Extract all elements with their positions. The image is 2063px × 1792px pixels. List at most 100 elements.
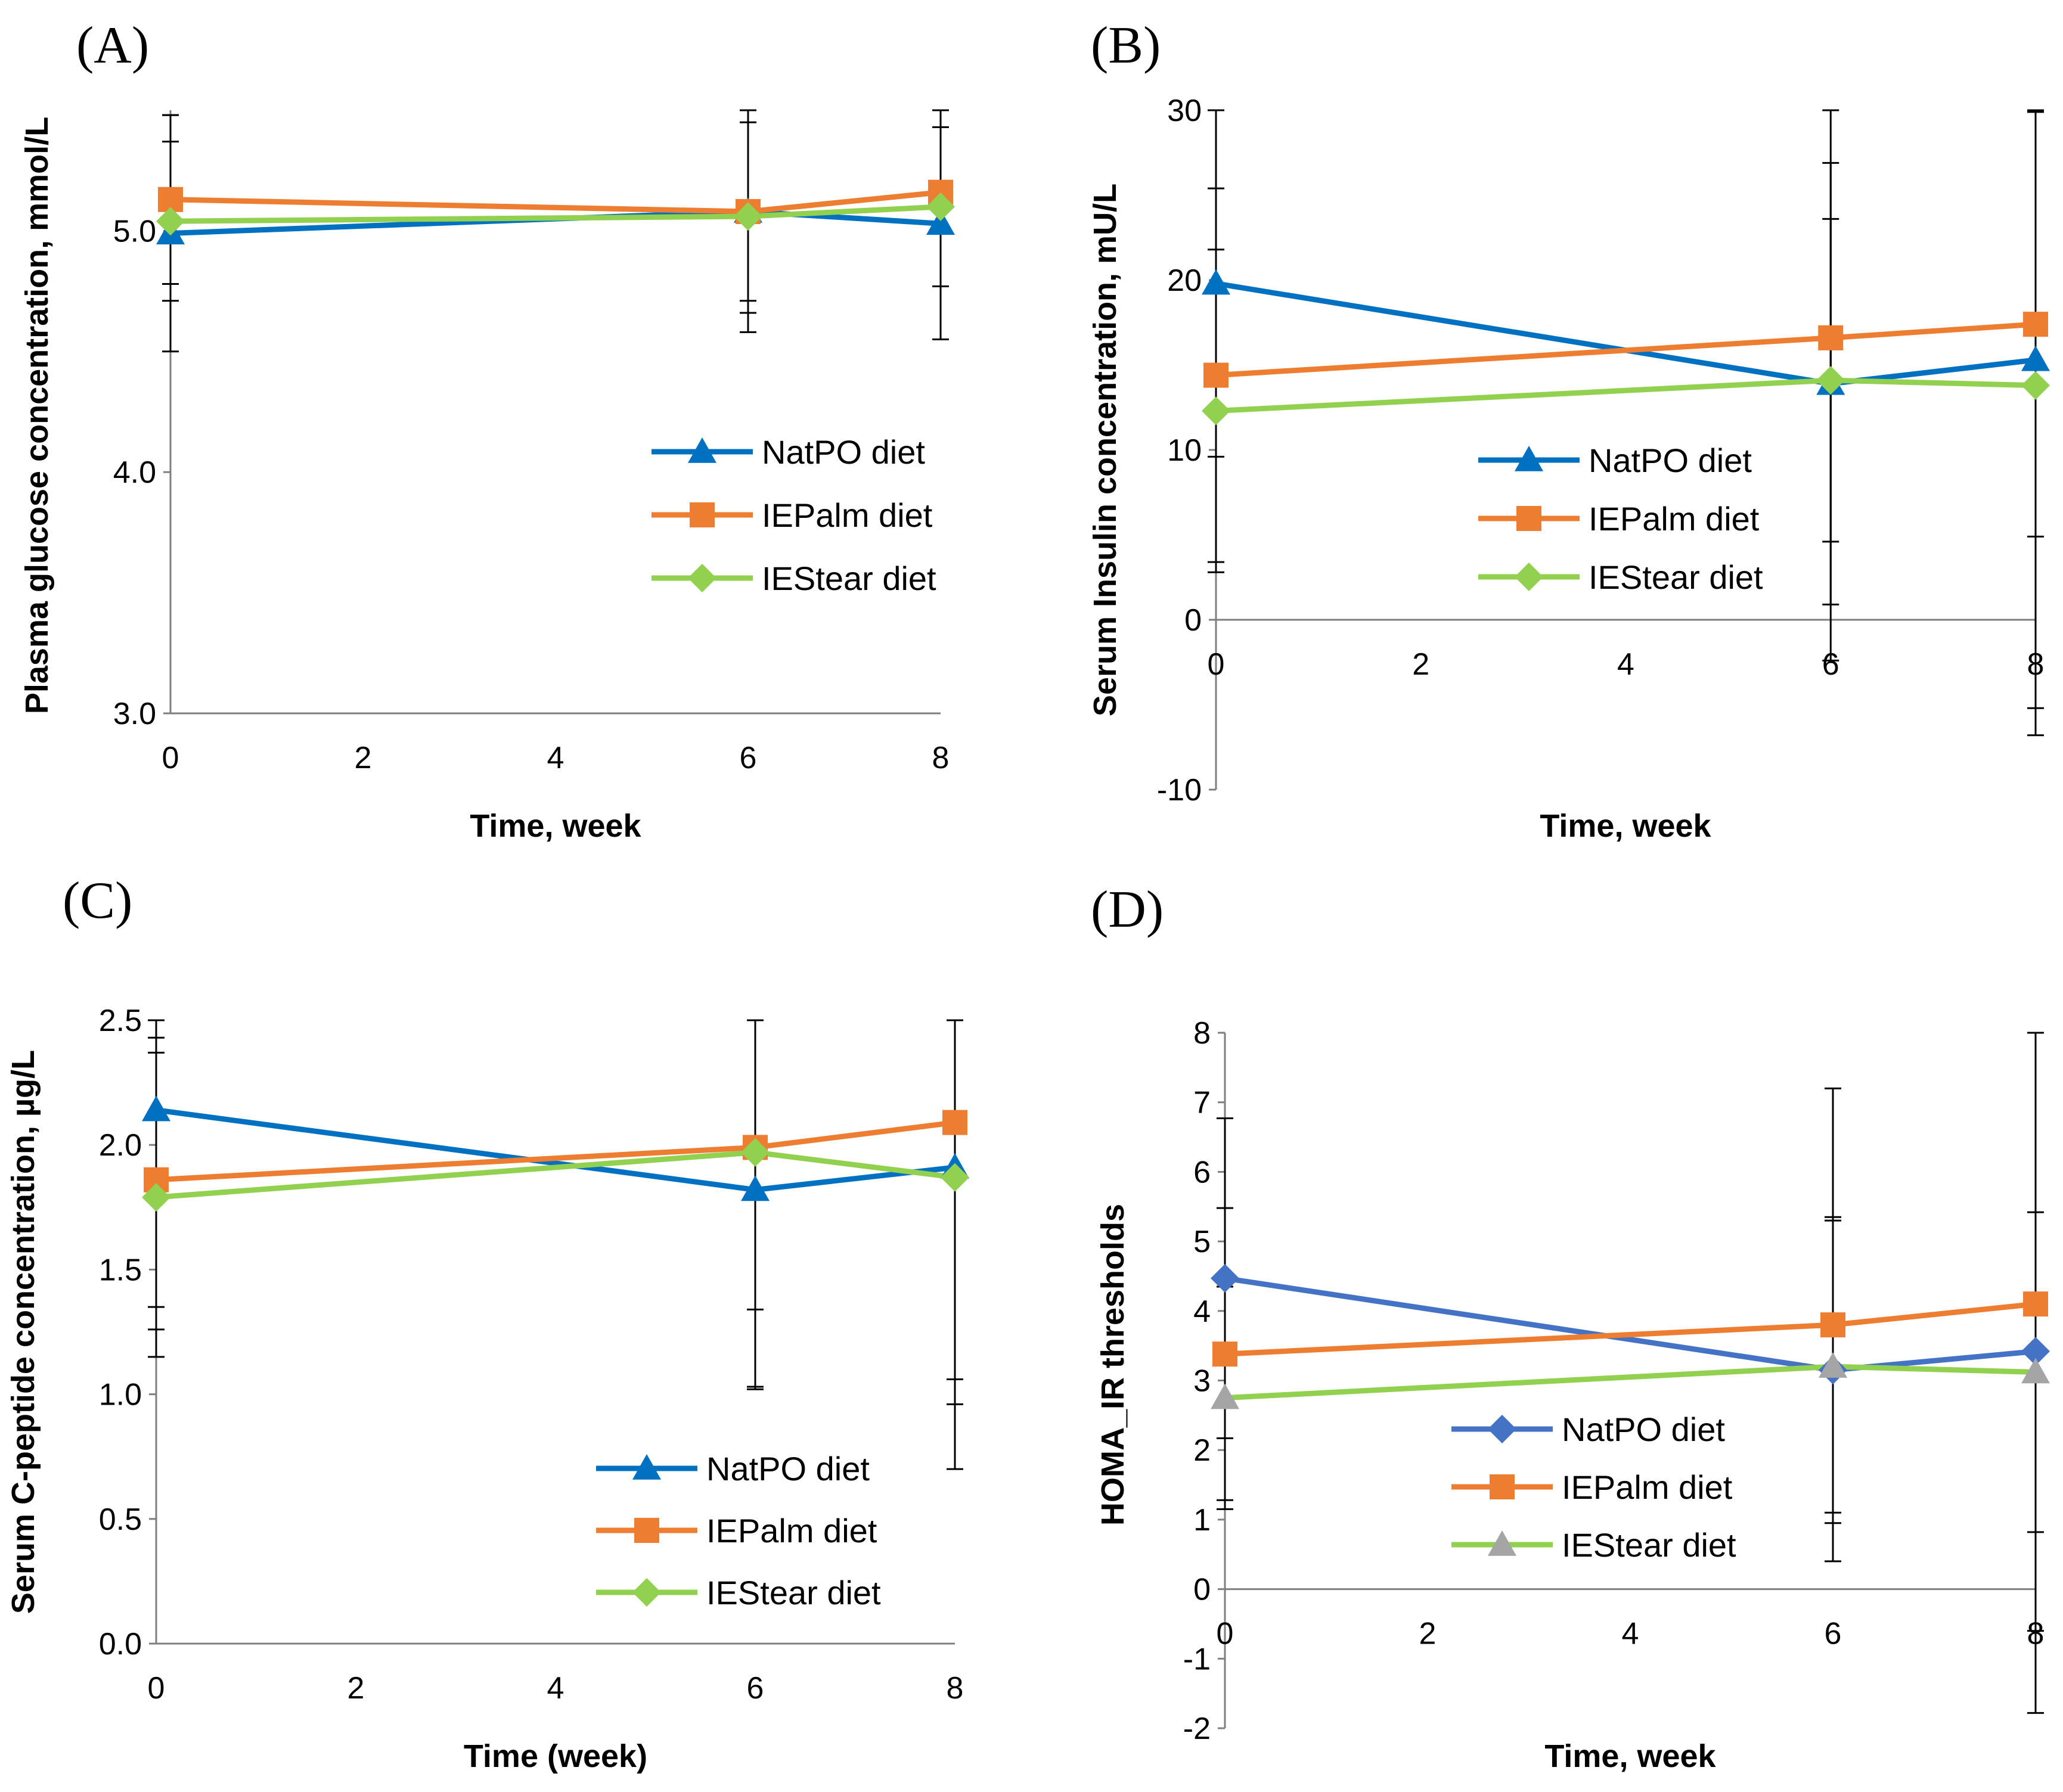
x-tick-label: 0 — [1208, 647, 1225, 682]
chart-panel: (A) 3.0 4.0 5.0 0 2 4 6 8 Time, week Plasma glucos… — [19, 17, 955, 844]
series-line — [1224, 1364, 2036, 1401]
y-tick-label: 20 — [1167, 263, 1202, 298]
x-tick-label: 2 — [1412, 647, 1429, 682]
data-point — [741, 1175, 770, 1201]
y-tick-label: 4 — [1193, 1294, 1211, 1329]
panel-label: (D) — [1091, 881, 1164, 939]
data-point — [142, 1183, 170, 1212]
legend-label: IEStear diet — [1589, 558, 1763, 596]
x-axis-title: Time (week) — [464, 1738, 647, 1774]
x-axis-title: Time, week — [1544, 1738, 1716, 1774]
data-point — [142, 1095, 170, 1122]
legend-label: IEStear diet — [1562, 1526, 1736, 1564]
y-tick-label: 3.0 — [113, 697, 156, 731]
x-tick-label: 6 — [747, 1671, 764, 1706]
data-point — [926, 209, 955, 235]
y-axis-title: Serum C-peptide concentration, µg/L — [5, 1050, 41, 1614]
data-point — [1211, 1263, 1239, 1293]
data-point — [156, 207, 185, 236]
series-line — [1215, 321, 2036, 378]
y-tick-label: 10 — [1167, 433, 1202, 468]
data-point — [1212, 1341, 1237, 1367]
data-point — [1819, 1352, 1847, 1378]
data-point — [2021, 1337, 2050, 1366]
panel-label: (C) — [63, 872, 132, 930]
y-tick-label: 3 — [1193, 1364, 1211, 1399]
y-tick-label: 6 — [1193, 1155, 1211, 1190]
legend-marker — [1488, 1415, 1516, 1443]
y-axis-title: Serum Insulin concentration, mU/L — [1087, 184, 1123, 716]
data-point — [2021, 345, 2050, 371]
x-axis-title: Time, week — [1540, 808, 1711, 844]
y-tick-label: 0 — [1193, 1573, 1211, 1607]
x-tick-label: 2 — [1419, 1617, 1437, 1651]
y-tick-label: 0.5 — [99, 1502, 142, 1537]
legend-label: IEPalm diet — [1589, 500, 1760, 538]
panel-label: (A) — [76, 17, 149, 74]
y-tick-label: -1 — [1183, 1642, 1211, 1676]
data-point — [741, 1138, 770, 1167]
y-tick-label: 7 — [1193, 1086, 1211, 1120]
legend-marker — [688, 437, 716, 463]
legend-marker — [632, 1578, 661, 1607]
legend-marker — [632, 1454, 661, 1480]
legend-label: NatPO diet — [1562, 1411, 1725, 1448]
x-tick-label: 0 — [148, 1671, 165, 1706]
series-line — [156, 1120, 956, 1183]
y-axis-title: HOMA_IR thresholds — [1095, 1204, 1131, 1526]
legend-marker — [690, 502, 715, 527]
data-point — [1818, 325, 1844, 350]
y-tick-label: 2 — [1193, 1433, 1211, 1468]
data-point — [1202, 396, 1230, 426]
x-tick-label: 2 — [355, 741, 372, 775]
data-point — [1202, 269, 1230, 295]
y-tick-label: 0 — [1184, 603, 1202, 638]
x-tick-label: 4 — [1617, 647, 1634, 682]
legend-marker — [634, 1518, 659, 1543]
legend-marker — [1515, 446, 1543, 471]
data-point — [1211, 1383, 1239, 1409]
x-tick-label: 0 — [1217, 1617, 1234, 1651]
legend-label: IEStear diet — [706, 1574, 881, 1611]
legend-marker — [1488, 1530, 1516, 1556]
data-point — [2021, 1358, 2050, 1384]
y-tick-label: 4.0 — [113, 455, 156, 490]
legend-label: IEPalm diet — [706, 1512, 877, 1549]
y-tick-label: 1.0 — [99, 1378, 142, 1412]
y-tick-label: 2.5 — [99, 1004, 142, 1038]
x-axis-title: Time, week — [470, 808, 641, 844]
legend-label: IEStear diet — [762, 560, 936, 597]
data-point — [2021, 371, 2050, 400]
x-tick-label: 6 — [1825, 1617, 1842, 1651]
panel-label: (B) — [1091, 17, 1161, 74]
data-point — [1820, 1312, 1845, 1338]
x-tick-label: 0 — [162, 741, 179, 775]
x-tick-label: 4 — [547, 741, 564, 775]
x-tick-label: 8 — [947, 1671, 964, 1706]
y-tick-label: 30 — [1167, 94, 1202, 128]
y-tick-label: 1.5 — [99, 1253, 142, 1287]
y-tick-label: -10 — [1157, 773, 1202, 808]
data-point — [1816, 366, 1845, 395]
x-tick-label: 4 — [1622, 1617, 1639, 1651]
y-tick-label: 8 — [1193, 1016, 1211, 1051]
y-axis-title: Plasma glucose concentration, mmol/L — [19, 117, 55, 714]
data-point — [734, 202, 762, 231]
series-line — [1224, 1301, 2036, 1357]
y-tick-label: 1 — [1193, 1503, 1211, 1538]
x-tick-label: 8 — [932, 741, 950, 775]
legend-label: IEPalm diet — [762, 496, 933, 534]
chart-panel: (C) 0.0 0.5 1.0 1.5 2.0 2.5 0 2 4 6 8 Time (week) Ser… — [5, 872, 969, 1774]
data-point — [942, 1110, 967, 1135]
series-line — [1224, 1275, 2036, 1373]
legend-marker — [1515, 563, 1543, 591]
y-tick-label: 5.0 — [113, 214, 156, 249]
y-tick-label: 0.0 — [99, 1627, 142, 1661]
legend-label: NatPO diet — [762, 433, 925, 471]
data-point — [2023, 312, 2048, 337]
legend-label: NatPO diet — [1589, 442, 1752, 479]
data-point — [926, 192, 955, 221]
